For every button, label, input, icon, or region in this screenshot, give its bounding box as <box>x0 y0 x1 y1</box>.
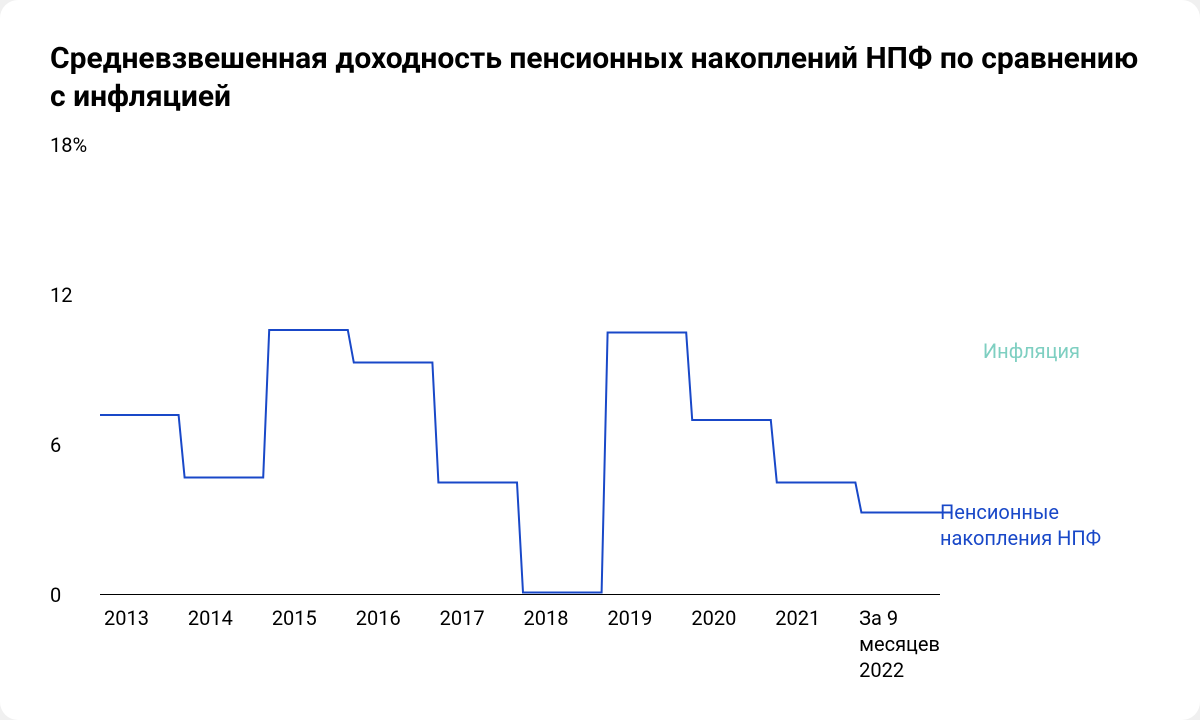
legend-npf-label: Пенсионные накопления НПФ <box>940 500 1101 550</box>
baseline <box>100 594 940 595</box>
legend-npf: Пенсионные накопления НПФ <box>940 499 1130 551</box>
legend-inflation: Инфляция <box>983 338 1080 364</box>
x-tick-label: 2016 <box>352 605 430 685</box>
x-tick-label: 2017 <box>436 605 514 685</box>
x-tick-label: 2019 <box>603 605 681 685</box>
x-tick-label: 2014 <box>184 605 262 685</box>
x-tick-label: 2013 <box>100 605 178 685</box>
npf-step-path <box>100 330 953 593</box>
step-line <box>100 145 940 595</box>
chart-card: Средневзвешенная доходность пенсионных н… <box>0 0 1200 720</box>
legend-inflation-label: Инфляция <box>983 339 1080 363</box>
x-labels: 201320142015201620172018201920202021За 9… <box>100 605 940 685</box>
chart-title: Средневзвешенная доходность пенсионных н… <box>50 40 1160 115</box>
x-tick-label: 2021 <box>771 605 849 685</box>
x-tick-label: 2018 <box>520 605 598 685</box>
y-tick-label: 6 <box>50 433 61 457</box>
plot-region <box>100 145 940 595</box>
y-tick-label: 0 <box>50 583 61 607</box>
x-tick-label: 2020 <box>687 605 765 685</box>
x-tick-label: За 9 месяцев2022 <box>855 605 940 685</box>
y-tick-label: 18% <box>50 133 87 157</box>
x-tick-label: 2015 <box>268 605 346 685</box>
chart-area: 201320142015201620172018201920202021За 9… <box>50 145 1160 685</box>
y-tick-label: 12 <box>50 283 72 307</box>
